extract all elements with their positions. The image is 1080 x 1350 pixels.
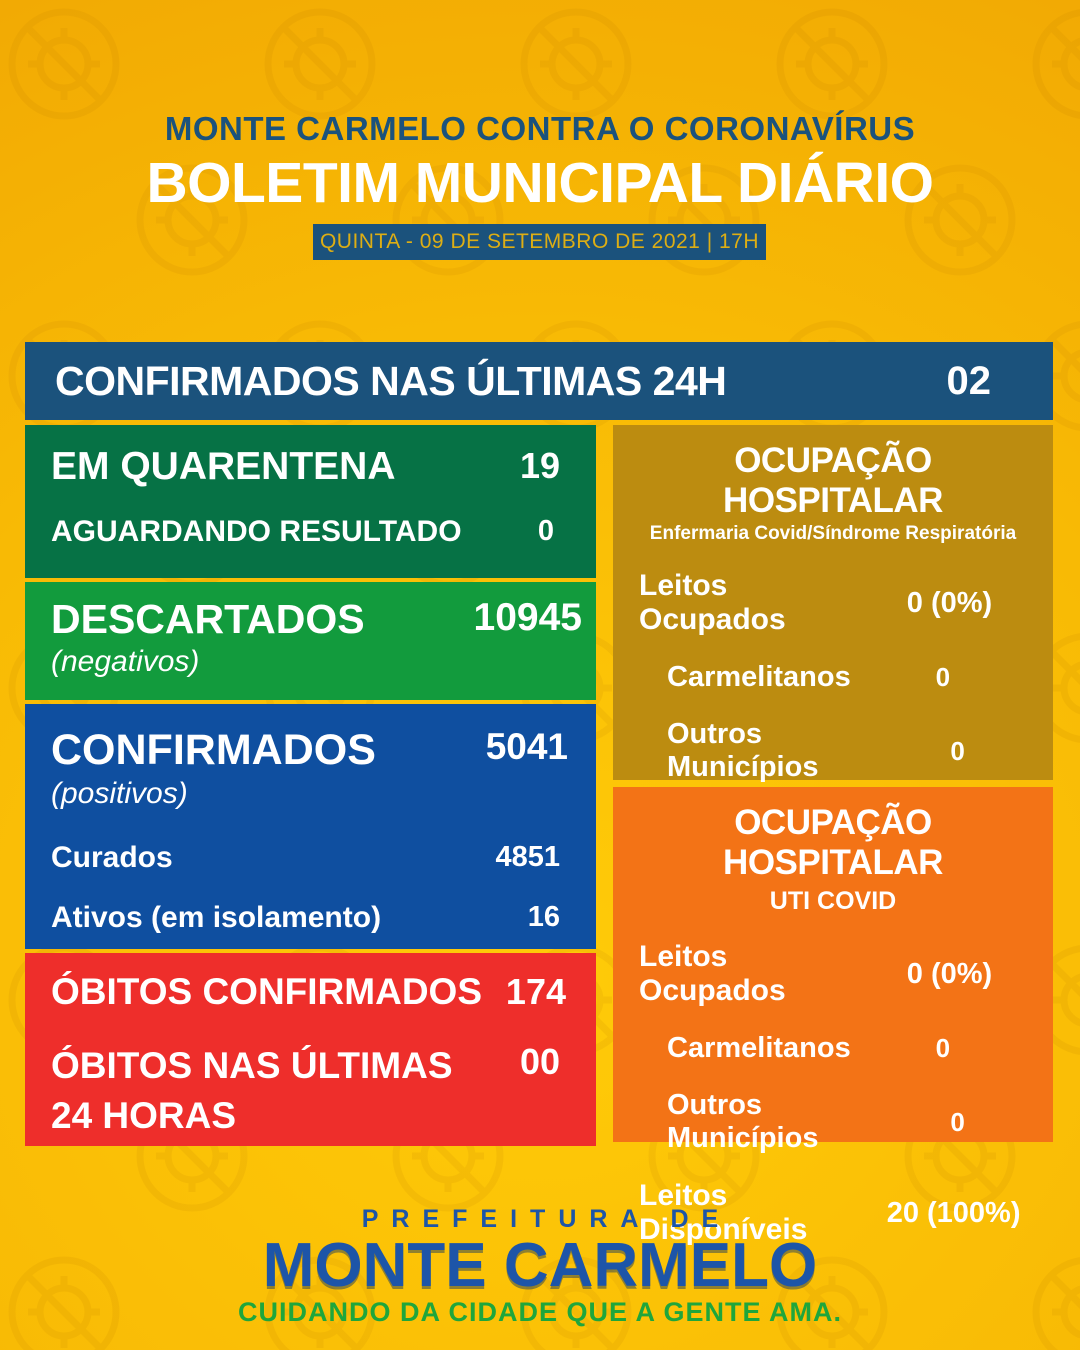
discarded-row: DESCARTADOS 10945 xyxy=(51,596,582,643)
confirmed-row: CONFIRMADOS 5041 xyxy=(51,726,572,775)
cured-value: 4851 xyxy=(495,841,560,873)
deaths-box: ÓBITOS CONFIRMADOS 174 ÓBITOS NAS ÚLTIMA… xyxy=(25,953,596,1146)
icu-available-label: Leitos Disponíveis xyxy=(639,1179,808,1246)
awaiting-result-row: AGUARDANDO RESULTADO 0 xyxy=(51,515,572,549)
hospital-ward-title: OCUPAÇÃO HOSPITALAR xyxy=(723,441,943,520)
active-label: Ativos (em isolamento) xyxy=(51,901,382,934)
hospital-icu-box: OCUPAÇÃO HOSPITALAR UTI COVID Leitos Ocu… xyxy=(613,787,1053,1246)
icu-other-label: Outros Municípios xyxy=(667,1089,819,1154)
confirmed-sublabel: (positivos) xyxy=(51,777,188,810)
deaths-24h-row: ÓBITOS NAS ÚLTIMAS 24 HORAS 00 xyxy=(51,1041,572,1141)
cured-label: Curados xyxy=(51,841,173,874)
deaths-confirmed-label: ÓBITOS CONFIRMADOS xyxy=(51,971,482,1012)
confirmed-value: 5041 xyxy=(485,726,568,767)
icu-local-label: Carmelitanos xyxy=(667,1032,851,1064)
quarantine-box: EM QUARENTENA 19 AGUARDANDO RESULTADO 0 xyxy=(25,425,596,578)
icu-local-row: Carmelitanos 0 xyxy=(631,1032,1035,1065)
hospital-icu-subtitle: UTI COVID xyxy=(769,887,897,915)
deaths-24h-value: 00 xyxy=(519,1041,560,1082)
active-row: Ativos (em isolamento) 16 xyxy=(51,901,572,935)
confirmed-24h-bar: CONFIRMADOS NAS ÚLTIMAS 24H 02 xyxy=(25,342,1053,420)
deaths-confirmed-value: 174 xyxy=(505,971,566,1012)
discarded-value: 10945 xyxy=(473,596,582,639)
ward-local-value: 0 xyxy=(935,662,951,692)
icu-occupied-value: 0 (0%) xyxy=(906,957,993,990)
discarded-box: DESCARTADOS 10945 (negativos) xyxy=(25,582,596,700)
deaths-24h-label: ÓBITOS NAS ÚLTIMAS 24 HORAS xyxy=(51,1045,453,1136)
campaign-subtitle: MONTE CARMELO CONTRA O CORONAVÍRUS xyxy=(164,110,916,147)
icu-available-value: 20 (100%) xyxy=(886,1196,1021,1229)
icu-other-row: Outros Municípios 0 xyxy=(631,1089,1035,1155)
ward-other-label: Outros Municípios xyxy=(667,718,819,783)
discarded-label: DESCARTADOS xyxy=(51,596,365,642)
hospital-icu-rows: Leitos Ocupados 0 (0%) Carmelitanos 0 Ou… xyxy=(631,940,1035,1247)
footer-slogan: CUIDANDO DA CIDADE QUE A GENTE AMA. xyxy=(237,1297,842,1327)
icu-local-value: 0 xyxy=(935,1033,951,1063)
ward-local-row: Carmelitanos 0 xyxy=(631,661,1035,694)
ward-occupied-label: Leitos Ocupados xyxy=(639,569,786,636)
discarded-sublabel: (negativos) xyxy=(51,645,200,678)
page-title: BOLETIM MUNICIPAL DIÁRIO xyxy=(146,151,934,215)
date-badge: QUINTA - 09 DE SETEMBRO DE 2021 | 17H xyxy=(313,224,766,260)
footer-prefeitura-label: PREFEITURA DE xyxy=(361,1205,732,1233)
ward-other-value: 0 xyxy=(950,735,965,766)
confirmed-24h-value: 02 xyxy=(946,358,992,403)
awaiting-result-label: AGUARDANDO RESULTADO xyxy=(51,515,462,548)
hospital-ward-subtitle: Enfermaria Covid/Síndrome Respiratória xyxy=(649,523,1017,544)
ward-occupied-value: 0 (0%) xyxy=(906,586,993,619)
cured-row: Curados 4851 xyxy=(51,841,572,875)
active-value: 16 xyxy=(527,901,560,933)
ward-other-row: Outros Municípios 0 xyxy=(631,718,1035,784)
quarantine-row: EM QUARENTENA 19 xyxy=(51,445,572,489)
icu-available-row: Leitos Disponíveis 20 (100%) xyxy=(631,1179,1035,1247)
icu-occupied-label: Leitos Ocupados xyxy=(639,940,786,1007)
quarantine-value: 19 xyxy=(519,445,560,486)
confirmed-box: CONFIRMADOS 5041 (positivos) Curados 485… xyxy=(25,704,596,949)
hospital-icu-title: OCUPAÇÃO HOSPITALAR xyxy=(723,803,943,882)
hospital-ward-box: OCUPAÇÃO HOSPITALAR Enfermaria Covid/Sín… xyxy=(613,425,1053,875)
deaths-confirmed-row: ÓBITOS CONFIRMADOS 174 xyxy=(51,971,572,1013)
awaiting-result-value: 0 xyxy=(537,515,554,547)
confirmed-label: CONFIRMADOS xyxy=(51,726,376,774)
icu-other-value: 0 xyxy=(950,1106,965,1137)
ward-occupied-row: Leitos Ocupados 0 (0%) xyxy=(631,569,1035,637)
confirmed-24h-label: CONFIRMADOS NAS ÚLTIMAS 24H xyxy=(55,357,727,404)
ward-local-label: Carmelitanos xyxy=(667,661,851,693)
footer-city-logo-text: MONTE CARMELO xyxy=(262,1231,818,1300)
icu-occupied-row: Leitos Ocupados 0 (0%) xyxy=(631,940,1035,1008)
quarantine-label: EM QUARENTENA xyxy=(51,445,396,488)
